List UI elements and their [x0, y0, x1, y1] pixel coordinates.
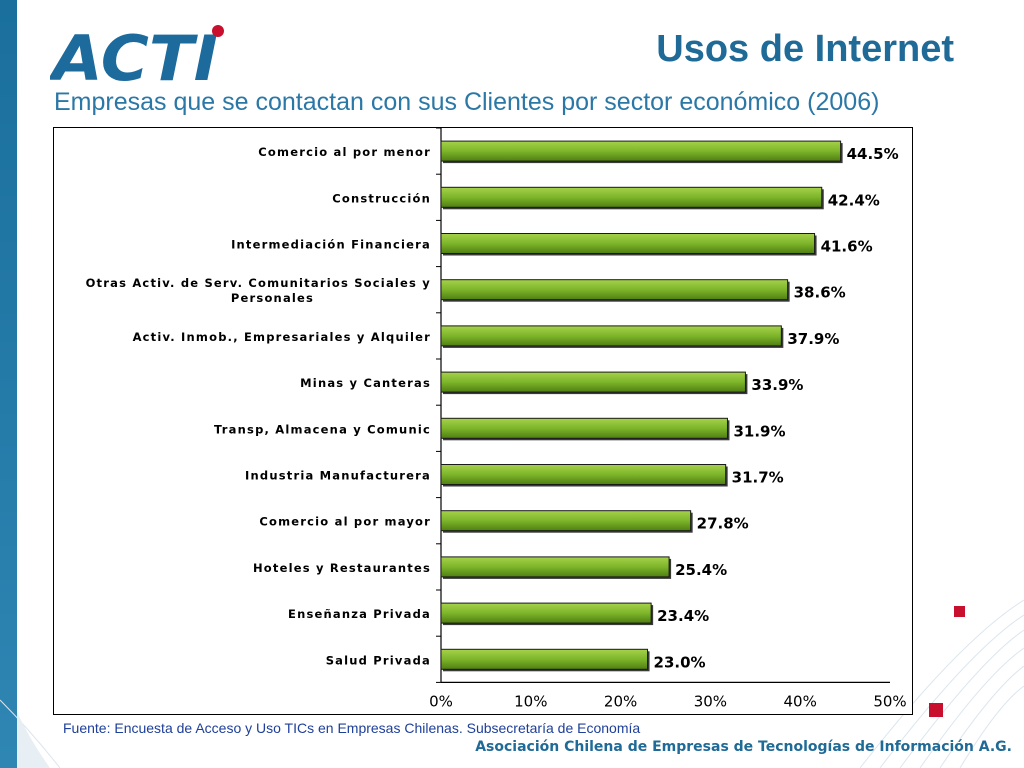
bar-chart: 44.5% Comercio al por menor 42.4% Construcc…	[86, 128, 907, 710]
svg-text:ACTI: ACTI	[50, 22, 218, 86]
x-tick-label: 0%	[429, 692, 453, 710]
data-label: 42.4%	[828, 191, 880, 209]
data-label: 31.7%	[732, 469, 784, 487]
data-label: 37.9%	[787, 330, 839, 348]
x-tick-label: 30%	[694, 692, 727, 710]
slide-title: Usos de Internet	[656, 28, 954, 70]
chart-subtitle: Empresas que se contactan con sus Client…	[54, 88, 880, 116]
bar	[440, 233, 816, 254]
x-tick-label: 10%	[514, 692, 547, 710]
data-label: 23.0%	[654, 653, 706, 671]
red-square-decoration	[954, 606, 965, 617]
data-label: 41.6%	[821, 238, 873, 256]
category-label: Personales	[231, 291, 314, 305]
left-color-band	[0, 0, 17, 768]
acti-logo: ACTI	[50, 22, 224, 86]
category-label: Construcción	[332, 191, 431, 205]
data-label: 25.4%	[675, 561, 727, 579]
data-label: 38.6%	[794, 284, 846, 302]
category-label: Activ. Inmob., Empresariales y Alquiler	[133, 330, 431, 344]
bar	[440, 556, 670, 578]
category-label: Hoteles y Restaurantes	[253, 561, 431, 575]
data-label: 44.5%	[847, 145, 899, 163]
x-tick-label: 40%	[784, 692, 817, 710]
bar	[440, 279, 789, 301]
data-label: 33.9%	[751, 376, 803, 394]
bar	[440, 140, 842, 162]
bar	[440, 186, 823, 208]
bar	[440, 648, 649, 670]
bar	[440, 510, 692, 532]
bar	[440, 417, 728, 439]
chart-frame: 44.5% Comercio al por menor 42.4% Construcc…	[53, 127, 913, 715]
category-label: Otras Activ. de Serv. Comunitarios Socia…	[86, 276, 431, 290]
footer-organization: Asociación Chilena de Empresas de Tecnol…	[475, 739, 1012, 755]
data-label: 23.4%	[657, 607, 709, 625]
category-label: Intermediación Financiera	[231, 238, 431, 252]
category-label: Salud Privada	[326, 653, 431, 667]
data-label: 31.9%	[733, 422, 785, 440]
x-tick-label: 50%	[873, 692, 906, 710]
bar	[440, 371, 746, 393]
category-label: Comercio al por menor	[258, 145, 431, 159]
category-label: Enseñanza Privada	[288, 607, 431, 621]
source-note: Fuente: Encuesta de Acceso y Uso TICs en…	[63, 720, 641, 736]
category-label: Comercio al por mayor	[259, 515, 431, 529]
category-label: Industria Manufacturera	[245, 469, 431, 483]
bar	[440, 325, 782, 347]
bar	[440, 602, 652, 624]
red-square-decoration	[929, 703, 943, 717]
data-label: 27.8%	[697, 515, 749, 533]
x-tick-label: 20%	[604, 692, 637, 710]
bar	[440, 464, 727, 485]
source-background	[53, 716, 653, 742]
category-label: Transp, Almacena y Comunic	[214, 422, 431, 436]
category-label: Minas y Canteras	[300, 376, 431, 390]
